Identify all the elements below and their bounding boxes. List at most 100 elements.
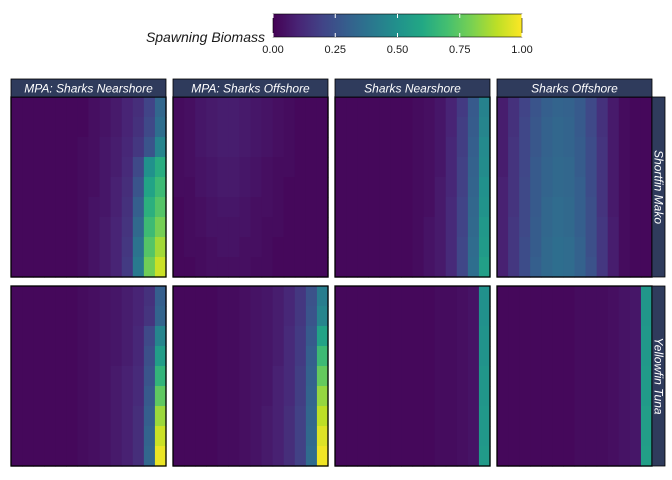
heatmap-cell bbox=[552, 306, 565, 327]
heatmap-cell bbox=[33, 237, 45, 258]
heatmap-cell bbox=[478, 177, 491, 198]
heatmap-cell bbox=[110, 326, 123, 347]
heatmap-cell bbox=[467, 386, 480, 407]
heatmap-cell bbox=[250, 306, 263, 327]
heatmap-cell bbox=[206, 237, 218, 258]
heatmap-cell bbox=[552, 177, 565, 198]
heatmap-cell bbox=[250, 326, 263, 347]
heatmap-cell bbox=[346, 97, 358, 118]
heatmap-cell bbox=[596, 137, 609, 158]
heatmap-cell bbox=[423, 237, 436, 258]
heatmap-cell bbox=[250, 286, 263, 307]
heatmap-cell bbox=[99, 326, 112, 347]
heatmap-cell bbox=[305, 97, 318, 118]
heatmap-cell bbox=[173, 446, 185, 467]
heatmap-cell bbox=[110, 426, 123, 447]
heatmap-cell bbox=[228, 137, 241, 158]
heatmap-cell bbox=[456, 157, 469, 178]
colorbar-tick-label: 0.25 bbox=[325, 44, 346, 56]
heatmap-cell bbox=[55, 386, 67, 407]
heatmap-cell bbox=[77, 157, 90, 178]
heatmap-cell bbox=[132, 217, 145, 238]
heatmap-cell bbox=[22, 366, 34, 387]
heatmap-cell bbox=[316, 177, 329, 198]
heatmap-cell bbox=[596, 157, 609, 178]
heatmap-cell bbox=[574, 257, 587, 278]
heatmap-cell bbox=[640, 386, 653, 407]
heatmap-cell bbox=[154, 326, 167, 347]
heatmap-cell bbox=[272, 326, 285, 347]
heatmap-cell bbox=[294, 197, 307, 218]
heatmap-cell bbox=[77, 217, 90, 238]
heatmap-cell bbox=[552, 406, 565, 427]
heatmap-cell bbox=[305, 137, 318, 158]
heatmap-cell bbox=[22, 177, 34, 198]
heatmap-cell bbox=[368, 426, 380, 447]
heatmap-cell bbox=[55, 157, 67, 178]
heatmap-cell bbox=[195, 217, 207, 238]
heatmap-cell bbox=[335, 366, 347, 387]
heatmap-cell bbox=[412, 306, 425, 327]
heatmap-cell bbox=[77, 306, 90, 327]
heatmap-cell bbox=[239, 286, 252, 307]
heatmap-cell bbox=[250, 217, 263, 238]
heatmap-cell bbox=[66, 286, 79, 307]
heatmap-cell bbox=[357, 306, 369, 327]
heatmap-cell bbox=[541, 137, 553, 158]
heatmap-cell bbox=[143, 346, 156, 367]
heatmap-cell bbox=[283, 326, 296, 347]
heatmap-cell bbox=[316, 117, 329, 138]
heatmap-cell bbox=[77, 137, 90, 158]
heatmap-cell bbox=[22, 426, 34, 447]
heatmap-cell bbox=[88, 346, 101, 367]
heatmap-cell bbox=[478, 386, 491, 407]
row-strip bbox=[651, 96, 666, 278]
heatmap-cell bbox=[305, 326, 318, 347]
heatmap-cell bbox=[607, 117, 620, 138]
heatmap-cell bbox=[467, 406, 480, 427]
heatmap-cell bbox=[552, 257, 565, 278]
heatmap-cell bbox=[261, 426, 274, 447]
heatmap-cell bbox=[445, 366, 458, 387]
heatmap-cell bbox=[379, 426, 391, 447]
heatmap-cell bbox=[596, 257, 609, 278]
heatmap-cell bbox=[508, 157, 520, 178]
heatmap-cell bbox=[607, 326, 620, 347]
heatmap-cell bbox=[412, 286, 425, 307]
heatmap-cell bbox=[154, 366, 167, 387]
heatmap-cell bbox=[519, 137, 531, 158]
heatmap-cell bbox=[541, 346, 553, 367]
heatmap-cell bbox=[272, 406, 285, 427]
heatmap-cell bbox=[379, 386, 391, 407]
heatmap-cell bbox=[66, 306, 79, 327]
heatmap-cell bbox=[401, 286, 414, 307]
heatmap-cell bbox=[412, 346, 425, 367]
heatmap-cell bbox=[184, 306, 196, 327]
heatmap-cell bbox=[467, 326, 480, 347]
heatmap-cell bbox=[283, 306, 296, 327]
heatmap-cell bbox=[77, 386, 90, 407]
heatmap-cell bbox=[541, 97, 553, 118]
heatmap-cell bbox=[66, 97, 79, 118]
heatmap-cell bbox=[66, 346, 79, 367]
heatmap-cell bbox=[563, 257, 576, 278]
heatmap-cell bbox=[239, 177, 252, 198]
heatmap-cell bbox=[357, 286, 369, 307]
heatmap-cell bbox=[530, 197, 542, 218]
heatmap-cell bbox=[574, 97, 587, 118]
heatmap-cell bbox=[305, 157, 318, 178]
heatmap-cell bbox=[530, 137, 542, 158]
heatmap-cell bbox=[173, 426, 185, 447]
heatmap-cell bbox=[508, 306, 520, 327]
heatmap-cell bbox=[346, 237, 358, 258]
column-strip-label: Sharks Nearshore bbox=[364, 82, 461, 96]
heatmap-cell bbox=[390, 237, 403, 258]
heatmap-cell bbox=[563, 346, 576, 367]
heatmap-cell bbox=[99, 446, 112, 467]
heatmap-panel bbox=[172, 285, 329, 467]
heatmap-cell bbox=[423, 446, 436, 467]
heatmap-cell bbox=[508, 406, 520, 427]
heatmap-cell bbox=[346, 286, 358, 307]
heatmap-cell bbox=[272, 137, 285, 158]
heatmap-cell bbox=[434, 197, 447, 218]
